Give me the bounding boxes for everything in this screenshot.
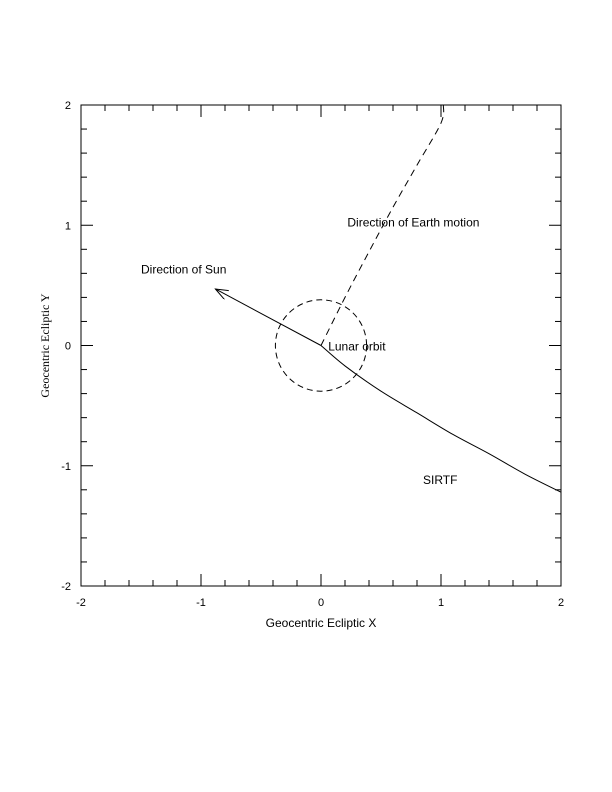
y-tick-label: 0 (65, 341, 71, 353)
x-tick-label: -2 (76, 597, 86, 609)
sirtf-series (320, 345, 561, 493)
y-tick-label: -1 (61, 461, 71, 473)
y-tick-label: 1 (65, 220, 71, 232)
direction-of-sun-series (215, 289, 322, 346)
y-axis-title: Geocentric Ecliptic Y (38, 293, 52, 398)
direction-of-earth-motion-series (320, 105, 445, 346)
direction-of-sun-label: Direction of Sun (141, 262, 226, 276)
lunar-orbit-series (274, 299, 368, 392)
x-tick-label: 1 (438, 597, 444, 609)
sirtf-label: SIRTF (423, 473, 457, 487)
y-tick-label: -2 (61, 581, 71, 593)
y-tick-label: 2 (65, 100, 71, 112)
lunar-orbit-label: Lunar orbit (328, 339, 386, 353)
x-tick-label: -1 (196, 597, 206, 609)
x-tick-label: 0 (318, 597, 324, 609)
direction-of-earth-motion-label: Direction of Earth motion (347, 215, 479, 229)
x-tick-label: 2 (558, 597, 564, 609)
x-axis-title: Geocentric Ecliptic X (266, 616, 377, 630)
